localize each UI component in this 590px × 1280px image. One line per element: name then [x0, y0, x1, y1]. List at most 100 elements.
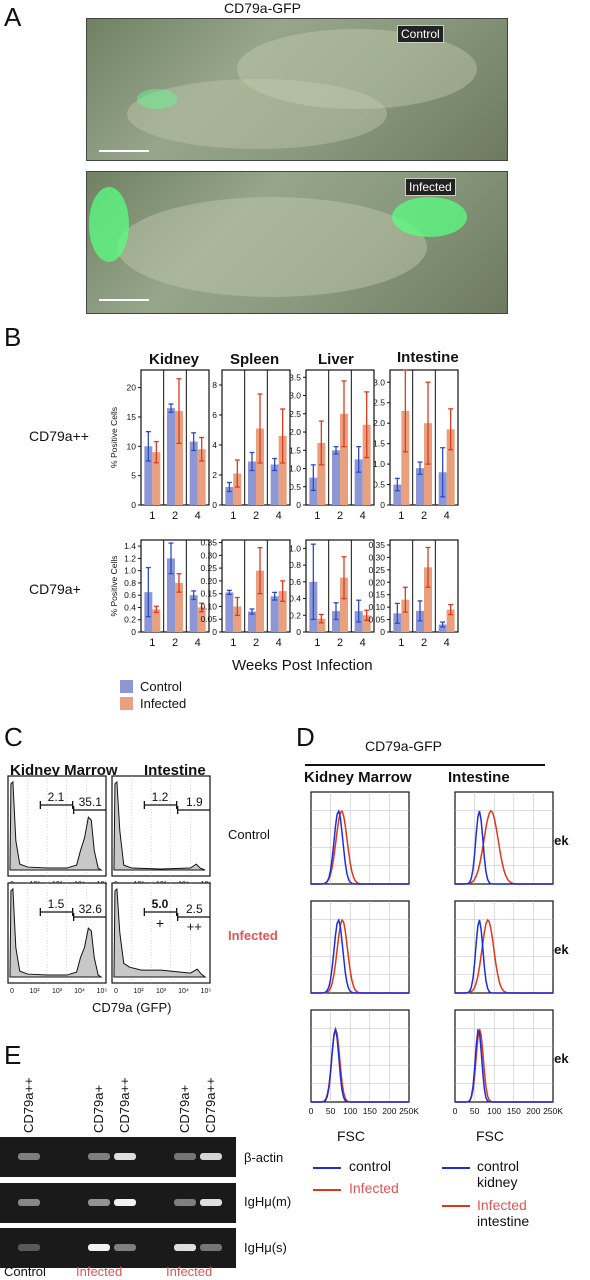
y-tick-label: 0.10 [200, 601, 217, 611]
legend-label-infected: Infected [140, 696, 187, 711]
control-trace [311, 918, 409, 994]
y-tick-label: 0.5 [289, 482, 301, 492]
x-tick-label: 4 [360, 510, 366, 522]
lane-label: CD79a+ [177, 1085, 192, 1133]
bar-infected [317, 442, 326, 505]
y-tick-label: 5 [131, 471, 136, 481]
y-tick-label: 1.0 [289, 464, 301, 474]
y-tick-label: 6 [212, 410, 217, 420]
fsc-histogram-r3-c2: 0 50 100 150 200 250K [453, 1009, 563, 1116]
panel-label-c: C [4, 722, 23, 752]
bar-control [438, 624, 447, 632]
x-tick-label: 1 [398, 637, 404, 649]
x-tick-label: 0 [309, 1106, 314, 1116]
y-tick-label: 0.8 [289, 560, 301, 570]
bar-infected [446, 429, 455, 505]
legend-line-infected-right [442, 1205, 470, 1207]
bar-chart-spleen-pp: 0 2 4 6 8 1 2 4 [212, 369, 291, 522]
band-label-beta-actin: β-actin [244, 1150, 284, 1165]
y-tick-label: 1.4 [124, 541, 136, 551]
infected-badge: Infected [405, 178, 456, 196]
y-tick-label: 0.6 [289, 577, 301, 587]
bar-chart-intestine-p: 0 0.05 0.10 0.15 0.20 0.25 0.30 0.35 1 2 4 [368, 539, 459, 649]
micrograph-control: Control [86, 18, 508, 161]
x-tick-label: 10⁴ [178, 988, 189, 995]
bar-chart-liver-p: 0 0.2 0.4 0.6 0.8 1.0 1 2 4 [289, 539, 375, 649]
x-tick-label: 10⁵ [97, 988, 108, 995]
tissue-title-liver: Liver [318, 351, 354, 368]
legend-label-kidney-right: kidney [477, 1174, 518, 1190]
panel-d-xlabel-right: FSC [476, 1128, 504, 1144]
x-tick-label: 0 [453, 1106, 458, 1116]
gel-band [88, 1153, 110, 1160]
gel-group-infected-2: Infected [166, 1264, 213, 1279]
gel-band [114, 1153, 136, 1160]
y-tick-label: 0.6 [124, 590, 136, 600]
panel-d-title: CD79a-GFP [365, 738, 443, 754]
plot-frame [111, 775, 211, 877]
gel-group-control: Control [4, 1264, 46, 1279]
x-tick-label: 1 [149, 637, 155, 649]
bar-control [248, 611, 256, 632]
y-tick-label: 2.0 [289, 427, 301, 437]
x-tick-label: 200 [382, 1106, 396, 1116]
legend-line-control-right [442, 1167, 470, 1169]
plot-frame [454, 900, 554, 994]
y-tick-label: 0.20 [368, 577, 385, 587]
histogram-trace [113, 780, 206, 871]
bar-infected [233, 606, 242, 632]
y-tick-label: 2.5 [373, 398, 385, 408]
tissue-blob [117, 197, 427, 297]
y-tick-label: 0 [296, 500, 301, 510]
x-tick-label: 250K [543, 1106, 563, 1116]
panel-c-col-intestine: Intestine [144, 762, 206, 779]
tissue-title-spleen: Spleen [230, 351, 280, 368]
y-tick-label: 0.4 [124, 602, 136, 612]
x-tick-label: 100 [343, 1106, 357, 1116]
gel-band [200, 1153, 222, 1160]
fsc-histogram-r2-c2 [454, 900, 554, 994]
x-tick-label: 50 [470, 1106, 480, 1116]
y-tick-label: 0 [212, 627, 217, 637]
y-tick-label: 8 [212, 380, 217, 390]
bar-control [144, 446, 153, 505]
gel-band [18, 1199, 40, 1206]
bar-infected [278, 436, 287, 505]
legend-line-control-left [313, 1167, 341, 1169]
plot-frame [454, 1009, 554, 1103]
y-tick-label: 0.35 [368, 540, 385, 550]
legend-label-control-left: control [349, 1158, 392, 1174]
x-tick-label: 0 [114, 988, 118, 995]
bar-control [354, 459, 363, 505]
x-tick-label: 4 [360, 637, 366, 649]
gel-group-infected-1: Infected [76, 1264, 123, 1279]
y-tick-label: 3.0 [373, 377, 385, 387]
y-tick-label: 0.05 [368, 615, 385, 625]
legend-label-infected-left: Infected [349, 1180, 399, 1196]
gate-value-plusplus: 1.9 [186, 795, 203, 809]
row-label-cd79a-p: CD79a+ [29, 581, 81, 597]
legend-line-infected-left [313, 1189, 341, 1191]
y-tick-label: 3.0 [289, 391, 301, 401]
gel-band [88, 1199, 110, 1206]
gel-strip-3 [0, 1228, 236, 1268]
gel-band [200, 1244, 222, 1251]
bar-chart-liver-pp: 0 0.5 1.0 1.5 2.0 2.5 3.0 3.5 1 2 4 [289, 369, 375, 522]
bar-control [332, 450, 340, 505]
flow-histogram-km-control: 2.135.1010²10³10⁴10⁵ [7, 775, 107, 888]
y-tick-label: 1.5 [289, 445, 301, 455]
bar-control [416, 468, 424, 505]
legend-label-control-right: control [477, 1158, 520, 1174]
x-tick-label: 2 [421, 510, 427, 522]
y-tick-label: 1.0 [373, 459, 385, 469]
y-tick-label: 0.4 [289, 594, 301, 604]
panel-c-col-kidney-marrow: Kidney Marrow [10, 762, 118, 779]
bar-control [393, 484, 402, 505]
bar-infected [446, 609, 455, 632]
x-tick-label: 1 [314, 637, 320, 649]
y-tick-label: 0.25 [368, 565, 385, 575]
lane-label: CD79a+ [91, 1085, 106, 1133]
gel-band [174, 1153, 196, 1160]
flow-histogram-int-infected: 5.0 2.5+ ++0 10² 10³ 10⁴ 10⁵ [111, 882, 211, 995]
gate-value-plusplus: 35.1 [79, 795, 103, 809]
